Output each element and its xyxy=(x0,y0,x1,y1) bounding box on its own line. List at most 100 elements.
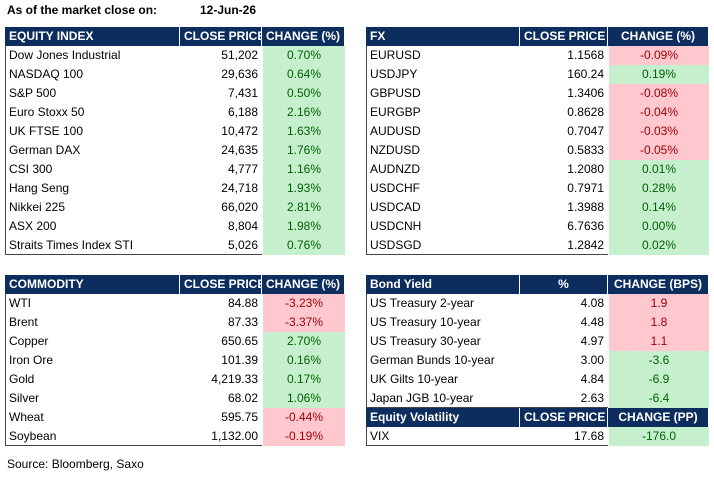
close-value: 8,804 xyxy=(227,219,258,233)
change-value: 0.01% xyxy=(608,160,709,179)
row-label: UK Gilts 10-year xyxy=(370,372,459,386)
change-value: 0.76% xyxy=(262,236,345,255)
change-value: 0.50% xyxy=(262,84,345,103)
close-value: 0.7047 xyxy=(567,124,604,138)
row-label: Gold xyxy=(9,372,35,386)
row-label: Euro Stoxx 50 xyxy=(9,105,85,119)
change-value: 0.28% xyxy=(608,179,709,198)
row-label: US Treasury 10-year xyxy=(370,315,481,329)
close-value: 4,219.33 xyxy=(211,372,258,386)
header-label: As of the market close on: xyxy=(7,3,158,17)
close-value: 10,472 xyxy=(221,124,258,138)
close-value: 24,718 xyxy=(221,181,258,195)
close-value: 0.5833 xyxy=(567,143,604,157)
change-value: 2.81% xyxy=(262,198,345,217)
close-value: 4.08 xyxy=(580,296,604,310)
close-value: 87.33 xyxy=(227,315,258,329)
change-value: 2.16% xyxy=(262,103,345,122)
row-label: S&P 500 xyxy=(9,86,57,100)
change-value: 0.16% xyxy=(262,351,345,370)
row-label: NASDAQ 100 xyxy=(9,67,84,81)
change-value: 0.02% xyxy=(608,236,709,255)
change-value: -3.37% xyxy=(262,313,345,332)
row-label: Nikkei 225 xyxy=(9,200,66,214)
close-value: 7,431 xyxy=(227,86,258,100)
change-value: -0.44% xyxy=(262,408,345,427)
change-value: 1.9 xyxy=(608,294,709,313)
row-label: WTI xyxy=(9,296,31,310)
row-label: Silver xyxy=(9,391,40,405)
column-header: CLOSE PRICE xyxy=(180,275,262,294)
column-header: CHANGE (%) xyxy=(262,27,345,46)
change-value: 0.17% xyxy=(262,370,345,389)
source: Source: Bloomberg, Saxo xyxy=(7,457,144,471)
row-label: USDSGD xyxy=(370,238,422,252)
column-header: CHANGE (%) xyxy=(608,27,709,46)
row-label: AUDUSD xyxy=(370,124,421,138)
change-value: 1.8 xyxy=(608,313,709,332)
row-label: EURGBP xyxy=(370,105,421,119)
row-label: UK FTSE 100 xyxy=(9,124,84,138)
change-value: -0.09% xyxy=(608,46,709,65)
change-value: 0.14% xyxy=(608,198,709,217)
change-value: -6.4 xyxy=(608,389,709,408)
row-label: GBPUSD xyxy=(370,86,421,100)
row-label: AUDNZD xyxy=(370,162,420,176)
row-label: Soybean xyxy=(9,429,57,443)
close-value: 0.8628 xyxy=(567,105,604,119)
close-value: 1.2080 xyxy=(567,162,604,176)
close-value: 4.97 xyxy=(580,334,604,348)
close-value: 24,635 xyxy=(221,143,258,157)
change-value: -0.08% xyxy=(608,84,709,103)
row-label: Copper xyxy=(9,334,49,348)
close-value: 0.7971 xyxy=(567,181,604,195)
close-value: 160.24 xyxy=(567,67,604,81)
row-label: ASX 200 xyxy=(9,219,57,233)
column-header: CHANGE (BPS) xyxy=(608,275,709,294)
row-label: Brent xyxy=(9,315,38,329)
column-header: EQUITY INDEX xyxy=(5,27,180,46)
close-value: 1.1568 xyxy=(567,48,604,62)
change-value: 0.00% xyxy=(608,217,709,236)
row-label: Straits Times Index STI xyxy=(9,238,134,252)
close-value: 1,132.00 xyxy=(211,429,258,443)
change-value: 0.64% xyxy=(262,65,345,84)
row-label: Japan JGB 10-year xyxy=(370,391,474,405)
change-value: 1.1 xyxy=(608,332,709,351)
column-header: % xyxy=(520,275,608,294)
change-value: 2.70% xyxy=(262,332,345,351)
column-header: CHANGE (%) xyxy=(262,275,345,294)
change-value: -0.03% xyxy=(608,122,709,141)
close-value: 4,777 xyxy=(227,162,258,176)
column-header: COMMODITY xyxy=(5,275,180,294)
change-value: -0.05% xyxy=(608,141,709,160)
change-value: -176.0 xyxy=(608,427,709,446)
row-label: USDCNH xyxy=(370,219,422,233)
change-value: 1.76% xyxy=(262,141,345,160)
close-value: 17.68 xyxy=(573,429,604,443)
column-header: CLOSE PRICE xyxy=(520,408,608,427)
close-value: 68.02 xyxy=(227,391,258,405)
close-value: 1.3406 xyxy=(567,86,604,100)
close-value: 29,636 xyxy=(221,67,258,81)
row-label: VIX xyxy=(370,429,390,443)
row-label: Iron Ore xyxy=(9,353,54,367)
row-label: US Treasury 30-year xyxy=(370,334,481,348)
change-value: -0.19% xyxy=(262,427,345,446)
column-header: Bond Yield xyxy=(366,275,520,294)
close-value: 5,026 xyxy=(227,238,258,252)
row-label: Hang Seng xyxy=(9,181,70,195)
close-value: 650.65 xyxy=(221,334,258,348)
column-header: CLOSE PRICE xyxy=(180,27,262,46)
change-value: -3.6 xyxy=(608,351,709,370)
row-label: USDCAD xyxy=(370,200,421,214)
row-label: US Treasury 2-year xyxy=(370,296,475,310)
close-value: 6.7636 xyxy=(567,219,604,233)
close-value: 51,202 xyxy=(221,48,258,62)
close-value: 595.75 xyxy=(221,410,258,424)
row-label: German Bunds 10-year xyxy=(370,353,495,367)
change-value: 0.70% xyxy=(262,46,345,65)
row-label: German DAX xyxy=(9,143,81,157)
close-value: 6,188 xyxy=(227,105,258,119)
